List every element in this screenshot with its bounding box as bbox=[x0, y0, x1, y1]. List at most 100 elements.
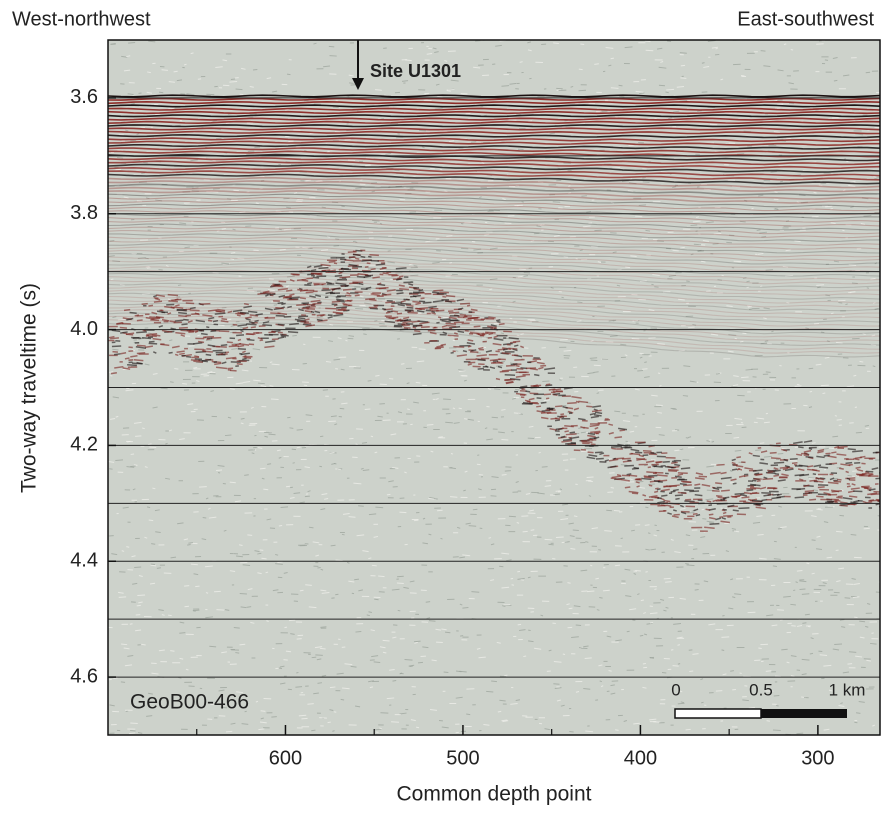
noise bbox=[374, 662, 381, 663]
basement-reflection bbox=[306, 292, 314, 293]
noise bbox=[766, 270, 773, 271]
basement-reflection bbox=[198, 342, 204, 343]
noise bbox=[234, 628, 240, 629]
basement-reflection bbox=[656, 462, 662, 463]
basement-reflection bbox=[178, 313, 187, 314]
noise bbox=[460, 636, 463, 637]
noise bbox=[693, 549, 697, 550]
basement-reflection bbox=[247, 340, 254, 341]
basement-reflection bbox=[620, 430, 626, 431]
basement-reflection bbox=[818, 487, 825, 488]
noise bbox=[625, 267, 630, 268]
noise bbox=[816, 285, 824, 286]
noise bbox=[752, 208, 754, 209]
noise bbox=[860, 361, 864, 362]
noise bbox=[741, 377, 749, 378]
noise bbox=[678, 703, 685, 704]
basement-reflection bbox=[824, 455, 830, 456]
noise bbox=[397, 583, 404, 584]
basement-reflection bbox=[696, 515, 700, 516]
basement-reflection bbox=[509, 338, 519, 339]
noise bbox=[195, 586, 199, 587]
basement-reflection bbox=[835, 502, 838, 503]
basement-reflection bbox=[221, 321, 229, 322]
noise bbox=[812, 443, 816, 444]
left-direction: West-northwest bbox=[12, 8, 151, 30]
basement-reflection bbox=[110, 338, 119, 339]
x-axis-label: Common depth point bbox=[397, 783, 592, 806]
noise bbox=[574, 516, 577, 517]
basement-reflection bbox=[838, 447, 848, 448]
basement-reflection bbox=[148, 305, 153, 306]
noise bbox=[134, 567, 141, 568]
scale-label: 0.5 bbox=[749, 680, 773, 699]
noise bbox=[159, 92, 163, 93]
noise bbox=[441, 629, 446, 630]
basement-reflection bbox=[805, 491, 814, 492]
basement-reflection bbox=[175, 320, 184, 321]
basement-reflection bbox=[773, 475, 778, 476]
basement-reflection bbox=[794, 465, 797, 466]
noise bbox=[517, 523, 519, 524]
noise bbox=[757, 534, 763, 535]
noise bbox=[378, 576, 384, 577]
basement-reflection bbox=[463, 351, 467, 352]
noise bbox=[695, 590, 699, 591]
basement-reflection bbox=[555, 420, 560, 421]
basement-reflection bbox=[432, 292, 439, 293]
noise bbox=[235, 653, 239, 654]
basement-reflection bbox=[374, 306, 378, 307]
basement-reflection bbox=[588, 433, 595, 434]
noise bbox=[702, 63, 705, 64]
noise bbox=[687, 513, 694, 514]
noise bbox=[554, 662, 562, 663]
basement-reflection bbox=[611, 448, 616, 449]
noise bbox=[486, 691, 493, 692]
noise bbox=[300, 590, 304, 591]
noise bbox=[162, 70, 168, 71]
noise bbox=[553, 494, 560, 495]
basement-reflection bbox=[772, 494, 779, 495]
noise bbox=[335, 594, 338, 595]
basement-reflection bbox=[265, 293, 276, 294]
basement-reflection bbox=[179, 353, 185, 354]
basement-reflection bbox=[270, 294, 276, 295]
noise bbox=[645, 507, 648, 508]
noise bbox=[760, 443, 764, 444]
basement-reflection bbox=[649, 485, 652, 486]
noise bbox=[498, 711, 501, 712]
basement-reflection bbox=[667, 505, 672, 506]
noise bbox=[312, 657, 317, 658]
noise bbox=[777, 610, 784, 611]
basement-reflection bbox=[215, 313, 226, 314]
noise bbox=[263, 489, 268, 490]
noise bbox=[440, 538, 442, 539]
noise bbox=[611, 488, 614, 489]
noise bbox=[522, 202, 524, 203]
noise bbox=[734, 531, 739, 532]
basement-reflection bbox=[834, 481, 841, 482]
basement-reflection bbox=[382, 309, 386, 310]
noise bbox=[388, 251, 391, 252]
noise bbox=[755, 450, 761, 451]
basement-reflection bbox=[684, 501, 694, 502]
basement-reflection bbox=[386, 312, 390, 313]
noise bbox=[471, 592, 479, 593]
basement-reflection bbox=[508, 348, 517, 349]
basement-reflection bbox=[329, 261, 336, 262]
noise bbox=[851, 535, 857, 536]
basement-reflection bbox=[541, 402, 546, 403]
noise bbox=[836, 531, 842, 532]
basement-reflection bbox=[190, 308, 196, 309]
basement-reflection bbox=[807, 466, 813, 467]
noise bbox=[603, 590, 610, 591]
basement-reflection bbox=[397, 293, 404, 294]
basement-reflection bbox=[467, 305, 470, 306]
basement-reflection bbox=[650, 453, 655, 454]
basement-reflection bbox=[175, 354, 178, 355]
basement-reflection bbox=[399, 289, 409, 290]
x-tick-label: 600 bbox=[269, 747, 302, 769]
basement-reflection bbox=[413, 296, 416, 297]
basement-reflection bbox=[412, 321, 420, 322]
basement-reflection bbox=[146, 336, 156, 337]
